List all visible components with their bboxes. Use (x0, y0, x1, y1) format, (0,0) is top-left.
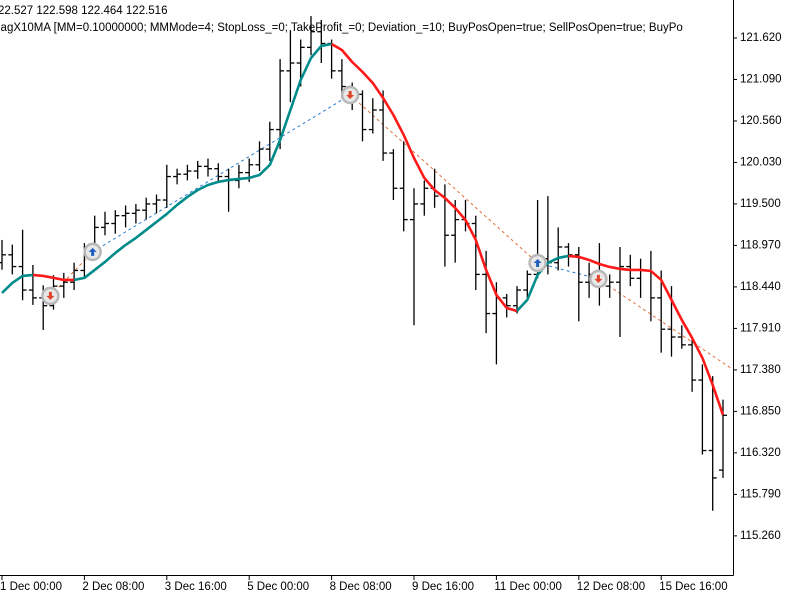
moving-average (1, 273, 34, 294)
deal-arrow (346, 90, 355, 99)
x-tick-label: 12 Dec 08:00 (577, 581, 645, 593)
x-tick-label: 2 Dec 08:00 (82, 581, 144, 593)
x-tick-label: 3 Dec 16:00 (165, 581, 227, 593)
trade-line (50, 251, 94, 297)
x-tick-label: 5 Dec 00:00 (247, 581, 309, 593)
y-tick-label: 115.260 (740, 530, 781, 542)
deal-marker (589, 269, 608, 289)
y-tick-label: 119.500 (740, 198, 781, 210)
moving-average (73, 42, 332, 282)
x-tick-label: 15 Dec 16:00 (659, 581, 727, 593)
moving-average (330, 42, 518, 313)
deal-marker (41, 286, 60, 306)
plot-area: 22.527 122.598 122.464 122.516 lagX10MA … (0, 5, 733, 511)
deal-arrow (88, 247, 97, 256)
x-tick-label: 11 Dec 00:00 (494, 581, 562, 593)
y-tick-label: 118.440 (740, 281, 781, 293)
chart-subtitle: lagX10MA [MM=0.10000000; MMMode=4; StopL… (0, 22, 683, 34)
y-tick-label: 117.380 (740, 364, 781, 376)
deal-arrow (594, 274, 603, 283)
x-tick-label: 9 Dec 16:00 (412, 581, 474, 593)
y-tick-label: 121.620 (740, 32, 782, 44)
deal-marker (340, 85, 360, 105)
y-tick-label: 118.970 (740, 239, 781, 251)
chart-title: 22.527 122.598 122.464 122.516 (0, 5, 167, 17)
y-tick-label: 115.790 (740, 488, 781, 500)
deal-marker (83, 242, 102, 262)
y-tick-label: 120.030 (740, 156, 782, 168)
deal-arrow (46, 291, 55, 300)
moving-average (568, 254, 725, 416)
y-tick-label: 116.320 (740, 447, 781, 459)
y-tick-label: 120.560 (740, 115, 782, 127)
trade-line (537, 262, 599, 280)
moving-average (32, 273, 75, 282)
deal-arrow (533, 258, 542, 267)
y-tick-label: 116.850 (740, 405, 781, 417)
y-tick-label: 117.910 (740, 322, 781, 334)
y-tick-label: 121.090 (740, 73, 782, 85)
x-tick-label: 8 Dec 08:00 (330, 581, 392, 593)
x-tick-label: 1 Dec 00:00 (0, 581, 62, 593)
deal-marker (528, 253, 547, 273)
trade-line (598, 278, 733, 370)
trade-line (92, 94, 351, 253)
